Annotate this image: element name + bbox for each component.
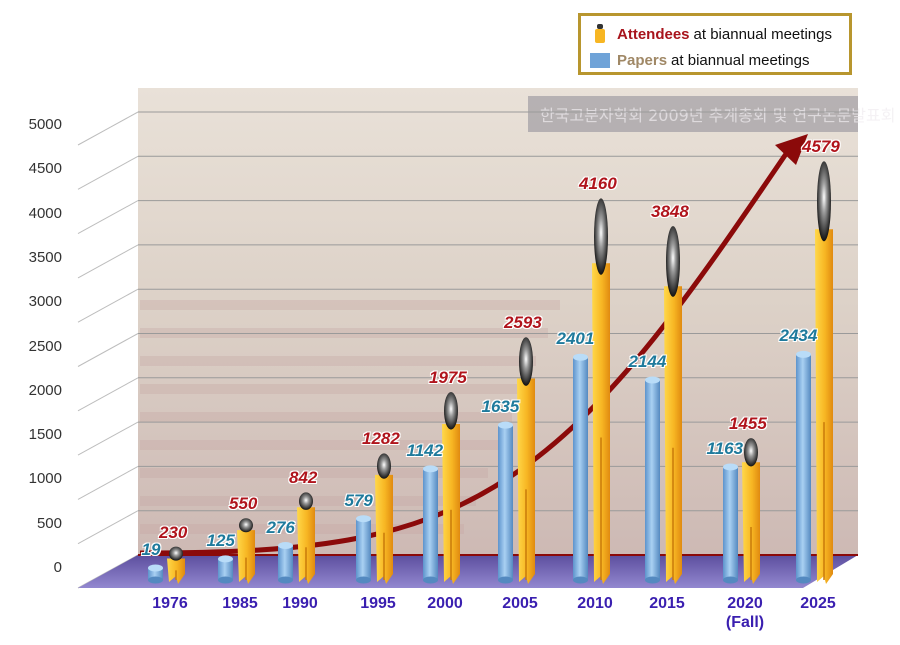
legend-item-papers: Papers at biannual meetings	[589, 49, 809, 71]
cylinder-icon	[590, 53, 610, 68]
person-figure-icon	[595, 24, 605, 43]
legend-papers-key: Papers	[617, 51, 668, 69]
attendees-value-label: 2593	[504, 313, 542, 333]
paper-cylinder	[218, 555, 233, 584]
y-tick-label: 2000	[28, 381, 62, 399]
x-tick-label: 2025	[800, 595, 836, 612]
attendee-figure	[297, 492, 315, 584]
legend-attendees-key: Attendees	[617, 25, 690, 43]
x-tick-label: 2020 (Fall)	[725, 595, 765, 631]
x-tick-label: 2005	[502, 595, 538, 612]
x-tick-label: 1990	[282, 595, 318, 612]
y-tick-label: 5000	[28, 116, 62, 133]
attendee-figure	[442, 392, 460, 584]
x-tick-label: 1985	[222, 595, 258, 612]
legend-attendees-text: at biannual meetings	[693, 25, 832, 43]
y-tick-label: 3500	[28, 248, 62, 266]
attendees-value-label: 842	[289, 468, 318, 488]
attendee-figure	[742, 438, 760, 584]
paper-cylinder	[796, 350, 811, 584]
bars	[148, 161, 833, 584]
x-tick-label: 2010	[577, 595, 613, 612]
attendees-value-label: 1282	[362, 429, 400, 449]
paper-cylinder	[498, 421, 513, 584]
papers-value-label: 1635	[481, 397, 520, 417]
attendees-value-label: 230	[159, 522, 188, 542]
attendees-value-label: 3848	[651, 202, 689, 222]
papers-value-label: 2434	[779, 326, 818, 346]
attendee-figure	[592, 198, 610, 584]
attendee-figure	[237, 518, 255, 584]
papers-value-label: 1163	[706, 438, 744, 458]
papers-value-label: 2144	[628, 352, 667, 372]
attendees-value-label: 4160	[579, 174, 617, 194]
attendees-value-label: 550	[229, 494, 258, 514]
papers-value-label: 125	[206, 530, 235, 550]
paper-cylinder	[645, 376, 660, 584]
papers-value-label: 19	[141, 540, 161, 559]
x-tick-label: 1976	[152, 595, 188, 612]
y-tick-label: 1500	[28, 426, 62, 444]
x-tick-label: 2015	[649, 595, 685, 612]
attendee-figure	[167, 546, 185, 584]
paper-cylinder	[423, 465, 438, 584]
floor	[78, 555, 858, 588]
attendees-value-label: 1975	[429, 368, 467, 387]
trend-arrowhead	[775, 134, 808, 165]
background-banner-text: 한국고분자학회 2009년 추계총회 및 연구논문발표회	[540, 106, 895, 125]
y-tick-label: 4000	[28, 204, 62, 222]
attendee-figure	[375, 453, 393, 584]
legend-papers-text: at biannual meetings	[671, 51, 810, 69]
paper-cylinder	[278, 542, 293, 584]
paper-cylinder	[573, 353, 588, 584]
paper-cylinder	[356, 515, 371, 584]
papers-value-label: 579	[344, 490, 373, 510]
y-tick-label: 0	[53, 559, 62, 576]
paper-cylinder	[723, 463, 738, 584]
attendee-figure	[517, 337, 535, 584]
y-tick-label: 1000	[28, 470, 62, 488]
attendee-figure	[815, 161, 833, 584]
legend: Attendees at biannual meetings Papers at…	[578, 13, 852, 75]
attendees-value-label: 1455	[729, 414, 767, 434]
x-tick-label: 1995	[360, 595, 396, 612]
papers-value-label: 276	[266, 517, 295, 537]
legend-item-attendees: Attendees at biannual meetings	[589, 23, 832, 45]
x-tick-label: 2000	[427, 595, 463, 612]
y-tick-label: 500	[36, 514, 62, 532]
papers-value-label: 1142	[406, 440, 444, 460]
paper-cylinder	[148, 564, 163, 584]
papers-value-label: 2401	[556, 329, 595, 349]
attendee-figure	[664, 226, 682, 584]
y-tick-label: 4500	[28, 160, 62, 178]
y-tick-label: 3000	[28, 293, 62, 311]
attendees-value-label: 4579	[802, 137, 840, 157]
y-tick-label: 2500	[28, 337, 62, 355]
